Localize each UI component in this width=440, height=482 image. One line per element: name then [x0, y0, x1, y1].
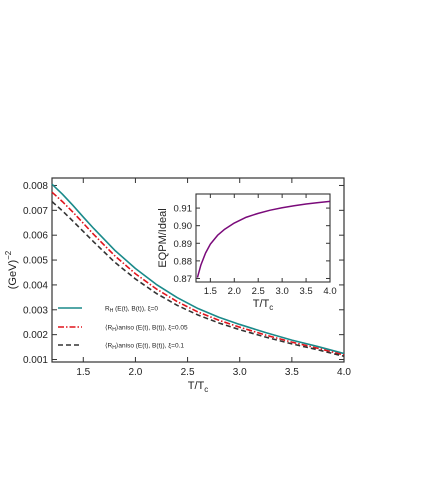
main-series-line-2	[51, 201, 345, 358]
inset-y-tick-label: 0.90	[174, 221, 193, 232]
inset-x-axis-label-subscript: c	[269, 303, 273, 312]
main-y-tick-label: 0.002	[23, 330, 48, 341]
legend-label-subscript: H	[110, 308, 114, 314]
inset-x-tick-label: 3.5	[299, 286, 312, 297]
inset-x-tick-label: 1.5	[204, 286, 217, 297]
legend-label-name: ⟨R	[105, 324, 113, 332]
main-x-tick-label: 4.0	[337, 367, 351, 378]
inset-x-tick-label: 2.0	[228, 286, 241, 297]
main-series-line-1	[51, 191, 345, 356]
inset-x-tick-label: 3.0	[276, 286, 289, 297]
main-y-tick-label: 0.001	[23, 355, 48, 366]
inset-x-tick-label: 4.0	[323, 286, 336, 297]
main-plot-frame	[51, 177, 345, 363]
main-y-tick-label: 0.008	[23, 181, 48, 192]
inset-x-tick-label: 2.5	[252, 286, 265, 297]
legend-label-subscript: H	[112, 327, 116, 333]
inset-x-axis: 1.5 2.0 2.5 3.0 3.5 4.0	[204, 194, 337, 297]
legend-label-1: ⟨RH⟩aniso (E(t), B(t)), ξ=0.05	[105, 324, 188, 334]
legend-label-name: R	[105, 306, 110, 313]
main-y-tick-label: 0.006	[23, 231, 48, 242]
main-x-tick-label: 3.5	[285, 367, 299, 378]
inset-y-tick-label: 0.89	[174, 239, 193, 250]
legend-label-rest: ⟩aniso (E(t), B(t)), ξ=0.05	[116, 324, 188, 332]
main-y-tick-label: 0.003	[23, 305, 48, 316]
legend: RH (E(t), B(t)), ξ=0⟨RH⟩aniso (E(t), B(t…	[58, 306, 188, 352]
main-x-axis: 1.5 2.0 2.5 3.0 3.5 4.0	[76, 178, 351, 378]
main-y-tick-label: 0.004	[23, 280, 48, 291]
inset-y-tick-label: 0.87	[174, 274, 193, 285]
inset-x-axis-label: T/Tc	[253, 298, 274, 312]
main-x-axis-label: T/Tc	[188, 380, 209, 394]
main-series-line-0	[51, 183, 345, 355]
inset-y-tick-label: 0.88	[174, 256, 193, 267]
legend-label-2: ⟨RH⟩aniso (E(t), B(t)), ξ=0.1	[105, 342, 184, 352]
inset-x-axis-label-text: T/T	[253, 298, 270, 310]
legend-label-0: RH (E(t), B(t)), ξ=0	[105, 306, 158, 315]
inset-y-axis-label: EQPM/Ideal	[157, 208, 169, 267]
main-y-tick-label: 0.005	[23, 256, 48, 267]
main-x-axis-label-subscript: c	[204, 385, 208, 394]
main-y-axis-label-text: (GeV)	[7, 260, 19, 289]
main-y-tick-label: 0.007	[23, 206, 48, 217]
main-series-group	[51, 183, 345, 358]
main-y-axis: 0.001 0.002 0.003 0.004 0.005 0.006 0.007 0.008	[23, 181, 344, 366]
legend-label-subscript: H	[112, 345, 116, 351]
inset-y-tick-label: 0.91	[174, 204, 193, 215]
main-x-axis-label-text: T/T	[188, 380, 205, 392]
inset-y-axis: 0.87 0.88 0.89 0.90 0.91	[174, 204, 330, 285]
main-y-axis-label-superscript: −2	[4, 250, 13, 260]
main-y-axis-label: (GeV)−2	[4, 250, 19, 289]
inset-background	[196, 194, 330, 282]
main-chart: 1.5 2.0 2.5 3.0 3.5 4.0 0.0010.0020.0030.0040…	[4, 177, 351, 394]
main-x-tick-label: 2.0	[128, 367, 142, 378]
inset-chart: 1.5 2.0 2.5 3.0 3.5 4.0 0.870.880.890.900.91 …	[157, 193, 337, 312]
main-x-tick-label: 2.5	[181, 367, 195, 378]
main-x-tick-label: 1.5	[76, 367, 90, 378]
legend-label-rest: (E(t), B(t)), ξ=0	[113, 306, 158, 313]
legend-label-name: ⟨R	[105, 342, 113, 350]
inset-plot-frame	[195, 193, 331, 283]
main-x-tick-label: 3.0	[233, 367, 247, 378]
inset-series-group	[196, 200, 331, 278]
legend-label-rest: ⟩aniso (E(t), B(t)), ξ=0.1	[116, 342, 185, 350]
inset-series-line-0	[196, 200, 331, 278]
